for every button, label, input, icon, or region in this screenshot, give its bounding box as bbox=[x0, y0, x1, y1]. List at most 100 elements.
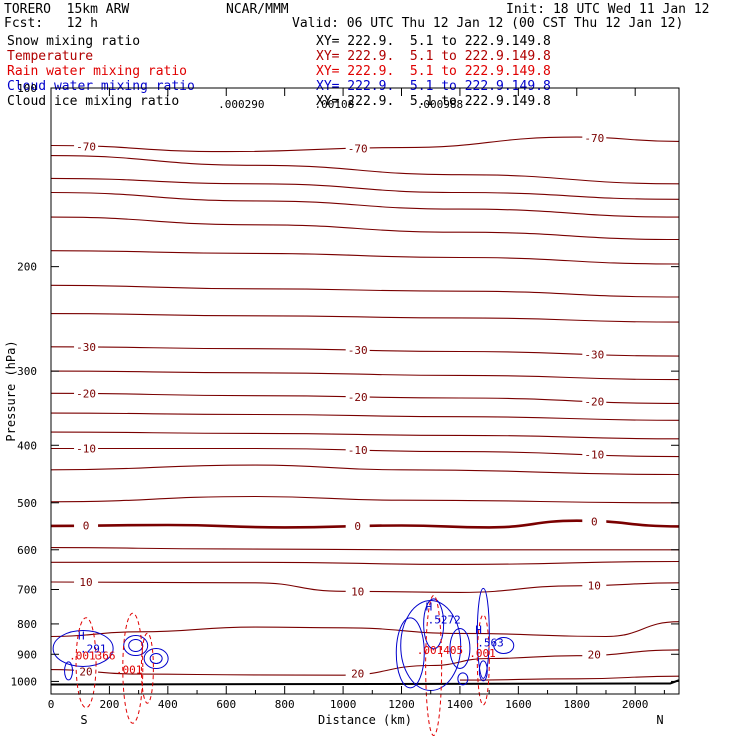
contour-label-bg bbox=[582, 131, 607, 144]
x-tick-label: 600 bbox=[216, 698, 236, 711]
y-tick-label: 600 bbox=[17, 544, 37, 557]
cloud-water-contour bbox=[128, 639, 144, 653]
header-init: Init: 18 UTC Wed 11 Jan 12 bbox=[506, 2, 710, 17]
legend-label: Rain water mixing ratio bbox=[7, 64, 188, 79]
temperature-contour bbox=[51, 621, 679, 638]
endpoint-right: N bbox=[656, 713, 663, 727]
cloud-water-contour bbox=[123, 635, 149, 657]
legend-xy: XY= 222.9. 5.1 to 222.9.149.8 bbox=[316, 34, 551, 49]
rain-water-contour bbox=[122, 612, 144, 724]
y-tick-label: 300 bbox=[17, 365, 37, 378]
y-axis-label: Pressure (hPa) bbox=[4, 340, 18, 441]
temperature-contour bbox=[51, 250, 679, 265]
x-tick-label: 2000 bbox=[622, 698, 649, 711]
cloud-water-contour bbox=[476, 587, 490, 679]
rain-label: .001 bbox=[469, 647, 496, 660]
plot-frame bbox=[50, 87, 680, 695]
contour-label: 20 bbox=[351, 668, 364, 681]
temperature-contour bbox=[51, 177, 679, 200]
surface-line bbox=[50, 679, 680, 686]
contour-label-bg bbox=[345, 585, 370, 598]
temperature-contour bbox=[459, 675, 679, 681]
legend-xy: XY= 222.9. 5.1 to 222.9.149.8 bbox=[316, 64, 551, 79]
contour-label: -20 bbox=[348, 391, 368, 404]
temperature-contour bbox=[51, 431, 679, 440]
temperature-contour bbox=[51, 547, 679, 551]
maximum-marker: H bbox=[78, 629, 85, 642]
rain-water-contour bbox=[140, 632, 154, 704]
maximum-marker: H bbox=[426, 600, 433, 613]
contour-label: -20 bbox=[584, 395, 604, 408]
legend-label: Snow mixing ratio bbox=[7, 34, 141, 49]
legend-xy: XY= 222.9. 5.1 to 222.9.149.8 bbox=[316, 79, 551, 94]
legend-label: Cloud ice mixing ratio bbox=[7, 94, 180, 109]
temperature-contour bbox=[51, 560, 679, 565]
y-tick-label: 800 bbox=[17, 618, 37, 631]
x-tick-label: 200 bbox=[99, 698, 119, 711]
contour-label-bg bbox=[345, 444, 370, 457]
header-fcst: Fcst: 12 h bbox=[4, 16, 98, 31]
rain-label: .001405 bbox=[417, 644, 463, 657]
legend-xy: XY= 222.9. 5.1 to 222.9.149.8 bbox=[316, 49, 551, 64]
ice-label: .00108 bbox=[314, 98, 354, 111]
temperature-contour bbox=[51, 412, 679, 421]
cloud-water-contour bbox=[149, 653, 163, 665]
rain-label: .001 bbox=[116, 664, 142, 677]
x-tick-label: 800 bbox=[275, 698, 295, 711]
contour-label-bg bbox=[74, 140, 99, 153]
contour-label: 10 bbox=[588, 579, 601, 592]
cloud-water-contour bbox=[143, 648, 169, 670]
header-model: TORERO 15km ARW bbox=[4, 2, 130, 17]
rain-water-contour bbox=[75, 617, 97, 709]
temperature-contour bbox=[51, 155, 679, 185]
temperature-contour bbox=[51, 495, 679, 504]
header-valid: Valid: 06 UTC Thu 12 Jan 12 (00 CST Thu … bbox=[292, 16, 684, 31]
x-tick-label: 1600 bbox=[505, 698, 532, 711]
contour-label: 10 bbox=[79, 576, 92, 589]
contour-label-bg bbox=[582, 648, 607, 661]
x-axis-label: Distance (km) bbox=[318, 713, 412, 727]
x-tick-label: 1200 bbox=[388, 698, 415, 711]
temperature-contour bbox=[51, 216, 679, 241]
x-tick-label: 0 bbox=[48, 698, 55, 711]
contour-label-bg bbox=[582, 395, 607, 408]
contour-label-bg bbox=[345, 142, 370, 155]
cloud-water-contour bbox=[493, 637, 515, 655]
maximum-value: .5272 bbox=[428, 613, 461, 626]
temperature-contour bbox=[51, 519, 679, 529]
ice-label: .000988 bbox=[417, 98, 463, 111]
contour-label-bg bbox=[74, 442, 99, 455]
temperature-contour bbox=[51, 191, 679, 218]
contour-label: 0 bbox=[83, 520, 90, 533]
rain-water-contour bbox=[425, 594, 443, 736]
rain-water-contour bbox=[476, 614, 490, 706]
legend-label: Cloud water mixing ratio bbox=[7, 79, 195, 94]
cloud-water-contour bbox=[457, 672, 469, 686]
contour-label: 20 bbox=[79, 665, 92, 678]
cloud-water-contour bbox=[423, 598, 445, 650]
contour-label: 20 bbox=[588, 649, 601, 662]
ice-label: .000290 bbox=[218, 98, 264, 111]
cloud-water-contour bbox=[52, 629, 114, 667]
cloud-water-contour bbox=[478, 660, 488, 682]
x-tick-label: 1000 bbox=[330, 698, 357, 711]
contour-label-bg bbox=[345, 390, 370, 403]
temperature-contour bbox=[51, 464, 679, 476]
y-tick-label: 900 bbox=[17, 648, 37, 661]
legend-xy: XY= 222.9. 5.1 to 222.9.149.8 bbox=[316, 94, 551, 109]
contour-label-bg bbox=[74, 665, 99, 678]
contour-label: -10 bbox=[584, 449, 604, 462]
maximum-marker: H bbox=[475, 624, 482, 637]
contour-label: -70 bbox=[348, 143, 368, 156]
temperature-contour bbox=[51, 370, 679, 381]
temperature-contour bbox=[51, 284, 679, 298]
cloud-water-contour bbox=[64, 661, 74, 681]
y-tick-label: 700 bbox=[17, 584, 37, 597]
cloud-water-contour bbox=[395, 617, 425, 689]
legend-label: Temperature bbox=[7, 49, 94, 64]
contour-label: -10 bbox=[348, 444, 368, 457]
contour-label: -30 bbox=[348, 344, 368, 357]
contour-label-bg bbox=[345, 344, 370, 357]
contour-label-bg bbox=[74, 576, 99, 589]
